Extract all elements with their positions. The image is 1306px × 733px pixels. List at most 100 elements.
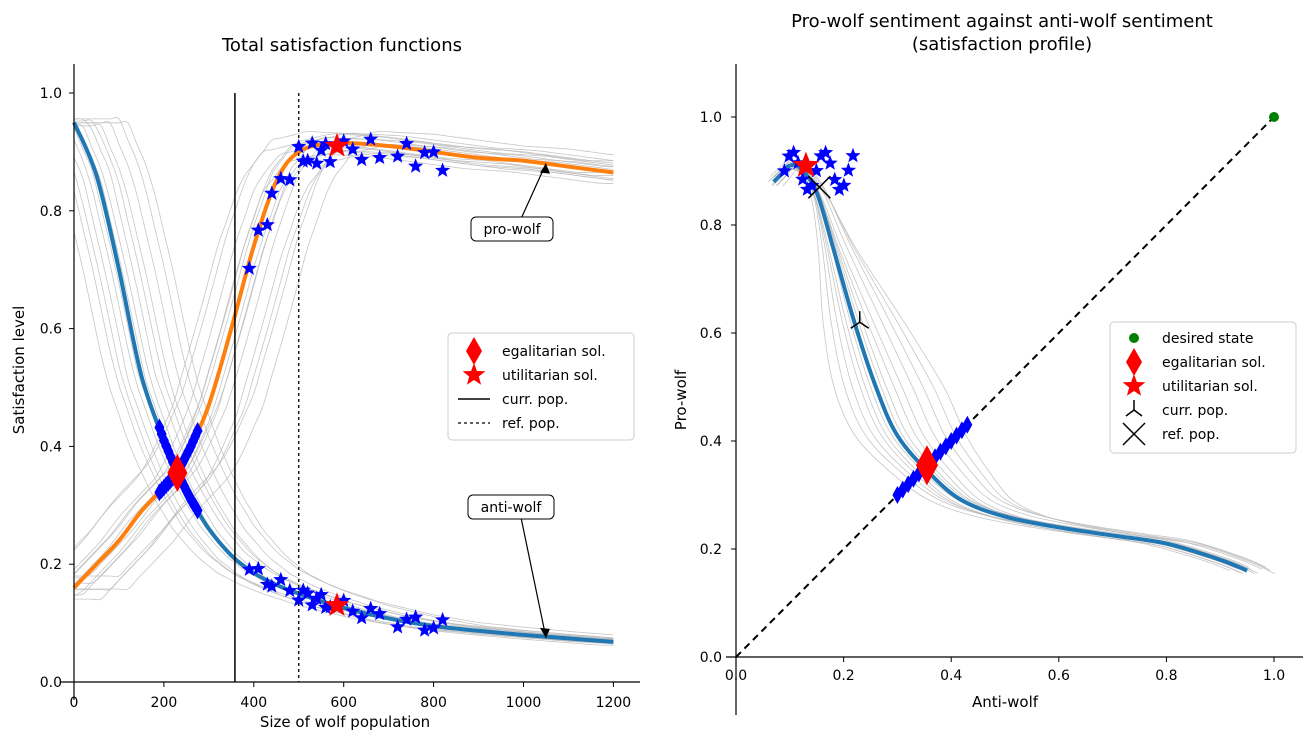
legend-utilitarian-symbol: [1122, 374, 1146, 396]
pro-star-marker: [250, 222, 266, 237]
tri-arm: [1125, 409, 1135, 417]
pro-star-marker: [304, 135, 320, 150]
right-y-tick-label: 0.2: [700, 542, 722, 558]
anti-star-marker: [273, 571, 289, 587]
left-markers: [154, 131, 451, 637]
anti-star-marker: [426, 620, 442, 635]
pro-star-marker: [426, 144, 442, 159]
pro-star-marker: [322, 153, 338, 169]
anti-star-marker: [322, 598, 338, 614]
left-x-tick-label: 400: [240, 695, 267, 711]
right-x-axis-label: Anti-wolf: [972, 693, 1039, 711]
profile-star-marker: [786, 144, 802, 160]
pro-star-marker: [259, 216, 275, 232]
egalitarian-marker: [915, 445, 938, 486]
legend-egalitarian-symbol: [1126, 348, 1142, 376]
anti-star-marker: [259, 576, 275, 591]
pro-diamond-marker: [192, 421, 203, 440]
pro-star-marker: [345, 141, 361, 156]
pro-star-marker: [291, 138, 307, 154]
left-legend-box: [447, 332, 635, 441]
left-gray-curve-0-13: [73, 120, 614, 639]
right-markers: [776, 112, 1279, 504]
profile-diamond-marker: [962, 415, 973, 434]
right-axes: 0.0 0.2 0.4 0.6 0.8 1.0 0.0 0.2 0.4 0.6 0.8 1.0: [700, 64, 1303, 715]
pro-star-marker: [363, 131, 379, 146]
right-x-tick-label: 0.8: [1155, 668, 1177, 684]
profile-star-marker: [795, 171, 811, 186]
left-legend: egalitarian sol. utilitarian sol. curr. po…: [447, 332, 635, 441]
profile-star-marker: [831, 181, 847, 196]
left-x-tick-label: 0: [70, 695, 79, 711]
anti-star-marker: [250, 560, 266, 576]
utilitarian-marker: [324, 592, 350, 616]
profile-star-marker: [827, 171, 843, 187]
right-chart-title-line2: (satisfaction profile): [912, 34, 1092, 55]
right-y-axis-label: Pro-wolf: [672, 369, 690, 430]
right-legend-label: desired state: [1162, 331, 1254, 347]
left-chart: Total satisfaction functions 0 200 400 600 8…: [10, 35, 640, 731]
left-y-axis-label: Satisfaction level: [10, 306, 28, 434]
tri-arm: [859, 321, 870, 329]
profile-star-marker: [845, 147, 861, 163]
left-y-tick-label: 0.8: [40, 204, 62, 220]
left-y-tick-label: 0.2: [40, 557, 62, 573]
left-gray-curve-1-13: [74, 143, 614, 591]
profile-star-marker: [813, 148, 829, 163]
curr-pop-marker: [850, 311, 870, 329]
left-reference-lines: [234, 93, 300, 682]
pro-star-marker: [282, 171, 298, 187]
anti-star-marker: [390, 619, 406, 634]
desired-state-marker: [1269, 112, 1279, 122]
left-x-axis-label: Size of wolf population: [260, 713, 430, 731]
pro-star-marker: [336, 133, 352, 148]
profile-star-marker: [804, 177, 820, 193]
anti-star-marker: [304, 597, 320, 612]
left-y-tick-label: 0.0: [40, 675, 62, 691]
left-axes: 0 200 400 600 800 1000 1200 0.0 0.2 0.4 0.6 0.8 1.0: [40, 64, 640, 711]
anti-star-marker: [264, 578, 280, 593]
left-legend-label: egalitarian sol.: [502, 344, 606, 360]
tri-arm: [1133, 409, 1143, 417]
left-x-tick-label: 1200: [596, 695, 632, 711]
left-legend-label: ref. pop.: [502, 416, 560, 432]
right-legend-label: curr. pop.: [1162, 403, 1228, 419]
left-gray-curve-1-7: [73, 149, 614, 596]
pro-star-marker: [435, 162, 451, 177]
right-y-tick-label: 0.4: [700, 434, 722, 450]
profile-star-marker: [776, 163, 792, 178]
right-chart-title-line1: Pro-wolf sentiment against anti-wolf sen…: [791, 11, 1213, 32]
egalitarian-marker: [167, 453, 188, 492]
left-legend-label: utilitarian sol.: [502, 368, 598, 384]
pro-star-marker: [417, 144, 433, 160]
pro-star-marker: [309, 155, 325, 170]
right-y-tick-label: 1.0: [700, 110, 722, 126]
utilitarian-marker: [324, 133, 350, 157]
left-gray-curve-1-2: [73, 145, 614, 570]
right-x-tick-label: 1.0: [1263, 668, 1285, 684]
pro-star-marker: [390, 148, 406, 163]
right-legend: desired state egalitarian sol. utilitarian…: [1109, 321, 1297, 454]
annotation-box: [470, 216, 554, 242]
right-x-tick-label: 0.4: [940, 668, 962, 684]
profile-star-marker: [818, 144, 834, 160]
profile-star-marker: [822, 155, 838, 170]
anti-star-marker: [399, 611, 415, 626]
anti-star-marker: [241, 561, 257, 576]
right-x-tick-label: 0.6: [1048, 668, 1070, 684]
annotation-arrowhead: [539, 627, 550, 638]
legend-desired-state-symbol: [1129, 333, 1139, 343]
pro-star-marker: [318, 135, 334, 151]
right-y-tick-label: 0.6: [700, 326, 722, 342]
pro-star-marker: [300, 152, 316, 168]
left-x-tick-label: 1000: [506, 695, 542, 711]
profile-star-marker: [799, 181, 815, 196]
legend-egalitarian-symbol: [466, 337, 482, 365]
left-legend-label: curr. pop.: [502, 392, 568, 408]
left-y-tick-label: 1.0: [40, 86, 62, 102]
annotation-arrowhead: [539, 163, 550, 174]
pro-star-marker: [399, 135, 415, 151]
right-y-tick-label: 0.0: [700, 650, 722, 666]
anti-star-marker: [408, 609, 424, 624]
anti-wolf-annotation: anti-wolf: [481, 500, 543, 516]
